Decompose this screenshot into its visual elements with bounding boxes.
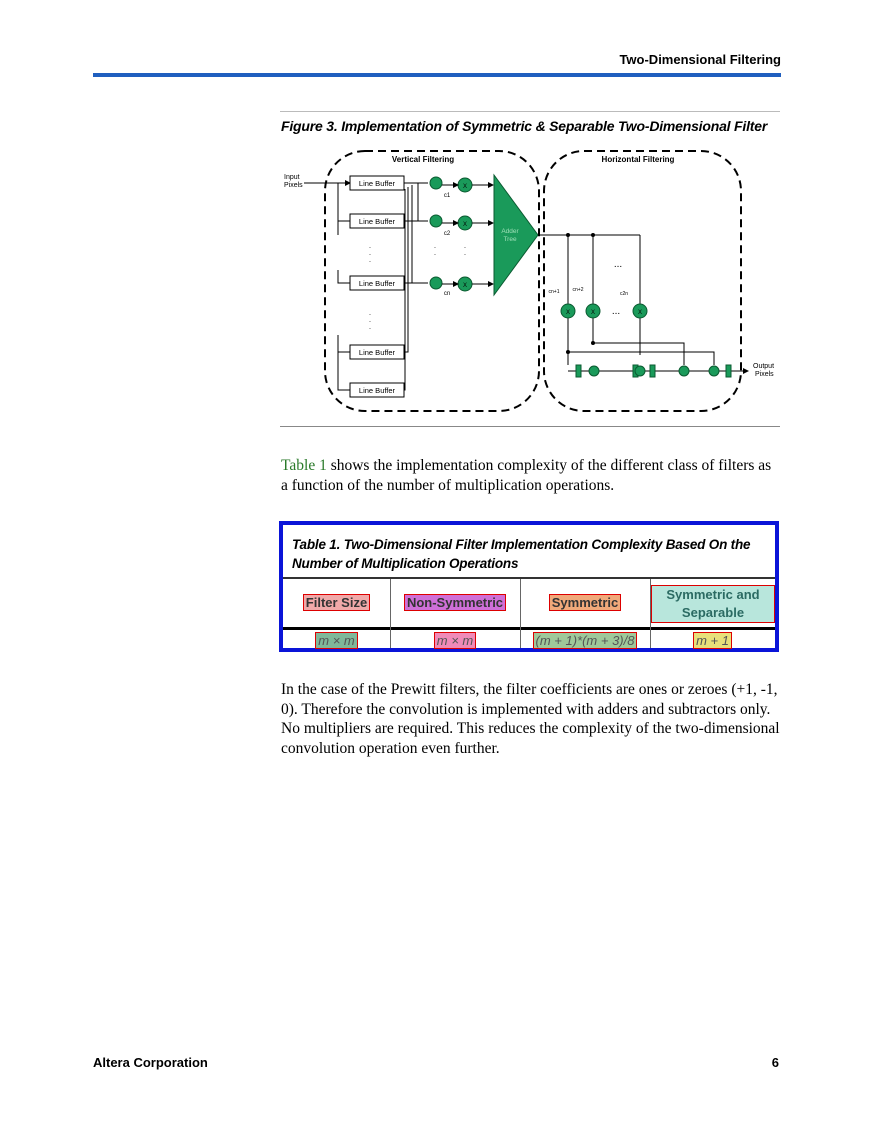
- sum-node-2: [429, 214, 443, 228]
- cell-filter-size: m × m: [283, 632, 390, 649]
- vertical-region: [324, 150, 540, 412]
- adder-tree: [493, 173, 539, 297]
- svg-text:.: .: [464, 241, 466, 250]
- figure-title: Figure 3. Implementation of Symmetric & …: [281, 118, 768, 134]
- svg-text:.: .: [369, 322, 371, 331]
- output-label-1: Output: [753, 363, 774, 370]
- coef-c2: c2: [444, 231, 451, 237]
- svg-text:.: .: [369, 241, 371, 250]
- paragraph-2: In the case of the Prewitt filters, the …: [281, 681, 780, 757]
- svg-text:.: .: [434, 241, 436, 250]
- horizontal-label: Horizontal Filtering: [602, 155, 675, 164]
- h-mult-3: [632, 303, 648, 319]
- mult-2-x: X: [463, 222, 467, 228]
- input-label-2: Pixels: [284, 182, 303, 189]
- header-rule: [93, 73, 781, 77]
- h-mult-2: [585, 303, 601, 319]
- paragraph-1: Table 1 shows the implementation complex…: [281, 456, 781, 495]
- coef-c1: c1: [444, 193, 451, 199]
- sum-node-1: [429, 176, 443, 190]
- figure-bottom-rule: [280, 426, 780, 427]
- mult-1-x: X: [463, 184, 467, 190]
- svg-text:.: .: [369, 308, 371, 317]
- complexity-table: Table 1. Two-Dimensional Filter Implemen…: [279, 521, 779, 652]
- vertical-label: Vertical Filtering: [392, 155, 454, 164]
- svg-text:.: .: [369, 315, 371, 324]
- horizontal-region: [543, 150, 742, 412]
- h-dots-2: ...: [612, 306, 620, 317]
- line-buffer-3-label: Line Buffer: [359, 279, 396, 288]
- paragraph-1-text: shows the implementation complexity of t…: [281, 457, 772, 494]
- header-non-symmetric: Non-Symmetric: [390, 594, 520, 611]
- input-label-1: Input: [284, 174, 300, 181]
- table-1-link[interactable]: Table 1: [281, 457, 327, 474]
- line-buffer-5-label: Line Buffer: [359, 386, 396, 395]
- adder-label-2: Tree: [503, 236, 517, 243]
- svg-text:.: .: [464, 248, 466, 257]
- header-filter-size: Filter Size: [283, 594, 390, 611]
- line-buffer-4-label: Line Buffer: [359, 348, 396, 357]
- svg-text:X: X: [591, 310, 595, 316]
- svg-text:.: .: [369, 255, 371, 264]
- mult-3-x: X: [463, 283, 467, 289]
- adder-label-1: Adder: [501, 228, 519, 235]
- h-dots-1: ...: [614, 259, 622, 270]
- cell-non-symmetric: m × m: [390, 632, 520, 649]
- header-symmetric-separable: Symmetric and Separable: [651, 585, 775, 623]
- filter-diagram: Vertical Filtering Horizontal Filtering …: [284, 150, 774, 412]
- h-mult-1: [560, 303, 576, 319]
- header-symmetric: Symmetric: [520, 594, 650, 611]
- coef-h1: cn+1: [549, 289, 560, 295]
- figure-top-rule: [280, 111, 780, 112]
- line-buffer-1-label: Line Buffer: [359, 179, 396, 188]
- coef-h3: c2n: [620, 291, 628, 297]
- footer-company: Altera Corporation: [93, 1055, 208, 1070]
- svg-text:X: X: [566, 310, 570, 316]
- svg-text:.: .: [369, 248, 371, 257]
- coef-cn: cn: [444, 291, 450, 297]
- svg-text:.: .: [434, 248, 436, 257]
- coef-h2: cn+2: [573, 287, 584, 293]
- output-label-2: Pixels: [755, 371, 774, 378]
- line-buffer-2-label: Line Buffer: [359, 217, 396, 226]
- running-header: Two-Dimensional Filtering: [619, 52, 781, 67]
- table-title: Table 1. Two-Dimensional Filter Implemen…: [292, 537, 751, 571]
- page-number: 6: [771, 1055, 779, 1070]
- cell-symmetric-separable: m + 1: [650, 632, 775, 649]
- sum-node-3: [429, 276, 443, 290]
- cell-symmetric: (m + 1)*(m + 3)/8: [520, 632, 650, 649]
- svg-text:X: X: [638, 310, 642, 316]
